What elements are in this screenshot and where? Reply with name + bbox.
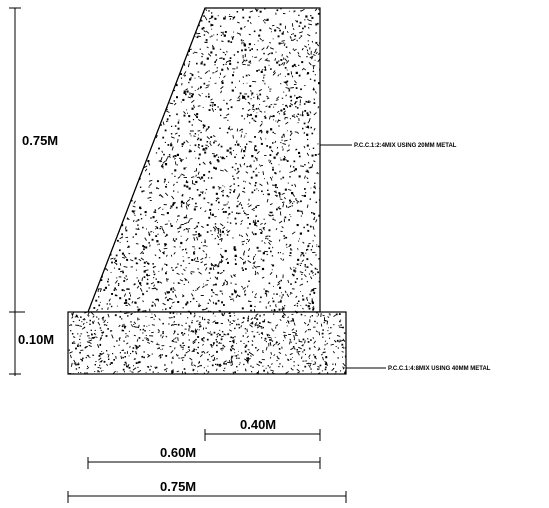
base-material-note: P.C.C.1:4:8MIX USING 40MM METAL bbox=[388, 366, 491, 372]
wall-stem bbox=[87, 7, 321, 313]
mid-width-label: 0.60M bbox=[160, 445, 196, 460]
stem-height-label: 0.75M bbox=[22, 133, 58, 148]
wall-base-outline bbox=[67, 311, 347, 375]
base-height-label: 0.10M bbox=[18, 332, 54, 347]
base-width-label: 0.75M bbox=[160, 479, 196, 494]
stem-material-note: P.C.C.1:2:4MIX USING 20MM METAL bbox=[354, 143, 457, 149]
top-width-label: 0.40M bbox=[240, 417, 276, 432]
base-concrete-hatch bbox=[68, 312, 346, 374]
